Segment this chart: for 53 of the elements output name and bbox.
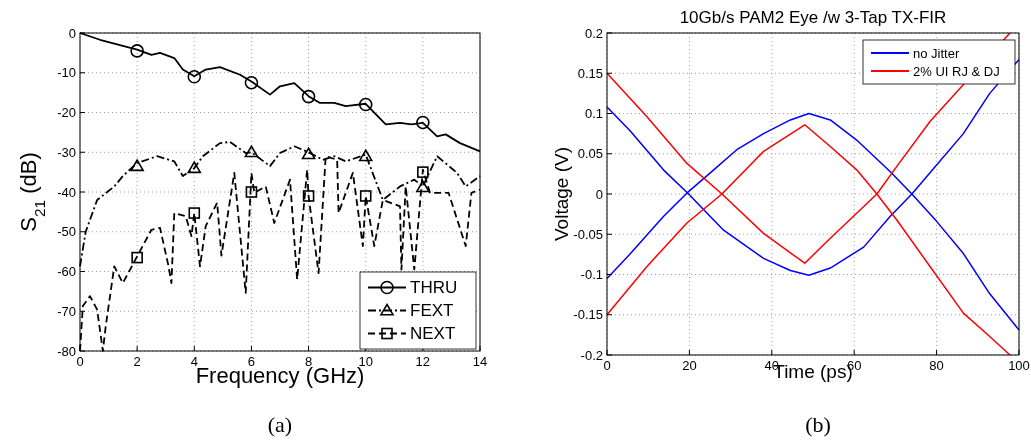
point xyxy=(244,145,259,158)
y-axis-title: Voltage (V) xyxy=(551,147,572,241)
y-tick-label: -30 xyxy=(57,144,76,160)
point xyxy=(416,115,430,130)
point xyxy=(416,180,430,193)
chart-title: 10Gb/s PAM2 Eye /w 3-Tap TX-FIR xyxy=(679,8,947,27)
y-tick-label: -0.1 xyxy=(580,267,603,283)
y-tick-label: 0 xyxy=(595,186,603,202)
x-tick-label: 6 xyxy=(247,354,256,369)
point xyxy=(187,69,202,84)
point xyxy=(301,147,316,160)
point xyxy=(302,190,315,202)
point xyxy=(359,190,372,202)
y-tick-label: -60 xyxy=(57,264,76,280)
x-tick-label: 12 xyxy=(415,354,431,369)
y-tick-label: -10 xyxy=(57,65,76,81)
y-tick-label: 0 xyxy=(68,25,76,41)
x-tick-label: 100 xyxy=(1008,358,1030,373)
point xyxy=(301,89,316,104)
x-tick-label: 4 xyxy=(190,354,198,369)
point xyxy=(417,166,429,178)
legend-label: 2% UI RJ & DJ xyxy=(913,63,1000,79)
x-tick-label: 2 xyxy=(133,354,141,369)
point xyxy=(187,161,202,174)
x-tick-label: 14 xyxy=(472,354,488,369)
y-tick-label: 0.15 xyxy=(577,65,603,81)
y-tick-label: -70 xyxy=(57,303,76,319)
y-tick-label: 0.05 xyxy=(577,146,603,162)
point xyxy=(130,44,144,58)
y-tick-label: 0.2 xyxy=(584,25,603,41)
y-tick-label: -50 xyxy=(57,224,76,240)
point xyxy=(358,97,373,112)
point xyxy=(131,251,143,264)
y-tick-label: -0.05 xyxy=(573,226,603,242)
y-tick-label: -0.15 xyxy=(573,307,603,323)
legend-label: FEXT xyxy=(410,301,454,321)
y-tick-label: 0.1 xyxy=(584,106,603,122)
text: (b) xyxy=(805,412,831,437)
point xyxy=(245,186,258,198)
x-tick-label: 20 xyxy=(682,358,697,373)
y-tick-label: -80 xyxy=(57,343,76,359)
legend-label: NEXT xyxy=(410,324,456,344)
point xyxy=(358,149,373,162)
y-tick-label: -20 xyxy=(57,105,76,121)
y-tick-label: -40 xyxy=(57,184,76,200)
x-tick-label: 80 xyxy=(929,358,944,373)
point xyxy=(244,75,259,90)
text: (a) xyxy=(267,412,293,437)
point xyxy=(188,207,201,219)
y-tick-label: -0.2 xyxy=(580,347,603,363)
legend-label: THRU xyxy=(410,278,458,298)
legend-label: no Jitter xyxy=(913,45,960,61)
point xyxy=(130,159,144,172)
